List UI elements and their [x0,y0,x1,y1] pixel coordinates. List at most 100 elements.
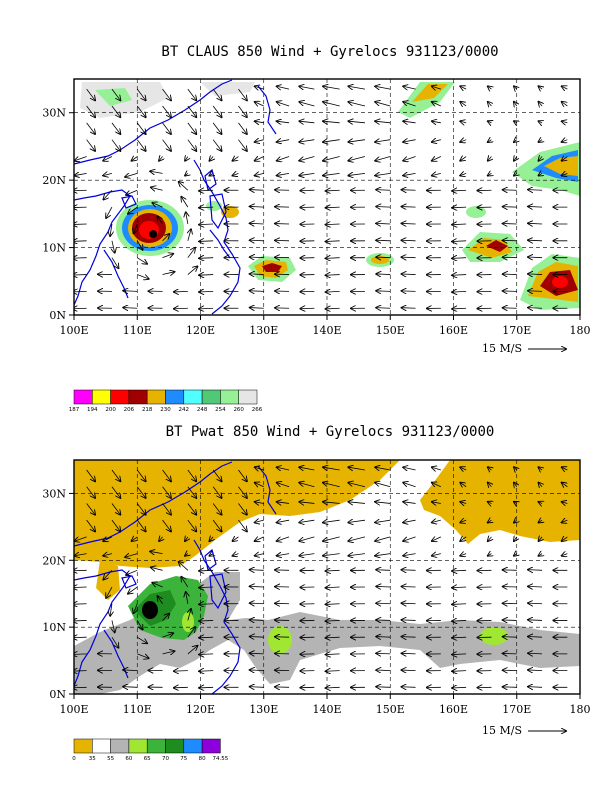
claus-wind-arrow [514,157,517,161]
pwat-wind-arrow [74,620,87,621]
pwat-wind-arrow [277,554,290,556]
claus-wind-arrow [188,229,191,241]
pwat-wind-arrow [74,604,87,605]
pwat-wind-vectors [74,467,568,688]
pwat-wind-arrow [238,486,246,498]
claus-wind-arrow [186,212,188,225]
pwat-wind-arrow [514,483,517,487]
pwat-wind-arrow [255,467,264,470]
pwat-wind-arrow [277,467,290,470]
claus-wind-arrow [162,105,171,117]
claus-wind-arrow [162,122,171,134]
pwat-wind-arrow [75,536,87,541]
claus-wind-arrow [136,139,145,151]
pwat-wind-arrow [162,503,171,514]
pwat-wind-arrow [452,637,467,638]
claus-wind-arrow [488,157,492,161]
claus-wind-arrow [238,122,246,134]
claus-wind-arrow [74,224,87,225]
pwat-wind-arrow [488,502,492,504]
pwat-wind-arrow [86,503,95,514]
claus-wind-arrow [326,190,340,191]
claus-wind-arrow [299,86,315,89]
pwat-wind-arrow [402,570,416,571]
pwat-wind-arrow [111,503,120,514]
pwat-wind-arrow [460,467,467,470]
claus-wind-arrow [402,240,416,241]
claus-wind-arrow [74,190,87,191]
claus-wind-arrow [162,272,175,275]
pwat-wind-arrow [74,671,87,672]
pwat-wind-arrow [86,486,95,498]
claus-wind-arrow [562,102,568,106]
claus-wind-arrow [528,223,543,224]
claus-wind-arrow [452,291,467,292]
pwat-wind-arrow [299,536,315,541]
claus-wind-arrow [539,86,543,89]
claus-wind-arrow [111,257,118,269]
claus-wind-arrow [539,157,543,161]
pwat-wind-arrow [137,636,147,643]
claus-wind-arrow [74,207,87,208]
claus-wind-arrow [488,121,492,123]
pwat-wind-arrow [125,554,138,558]
pwat-wind-arrow [162,651,175,654]
pwat-wind-arrow [299,502,315,504]
claus-wind-arrow [255,121,264,123]
claus-x-tick-label: 160E [439,324,468,337]
pwat-wind-arrow [376,653,391,654]
claus-wind-arrow [323,140,340,142]
claus-wind-arrow [199,241,214,242]
claus-wind-arrow [112,240,115,253]
claus-wind-arrow [255,102,264,106]
pwat-colorbar: 0 35 55 60 65 70 75 80 74.55 [72,738,229,762]
claus-wind-arrow [376,223,391,224]
claus-wind-arrow [402,274,416,275]
claus-wind-arrow [432,121,441,123]
claus-wind-arrow [299,102,315,107]
claus-wind-arrow [375,102,391,107]
claus-gyre-center [149,230,158,239]
pwat-wind-arrow [209,537,213,541]
pwat-wind-arrow [212,503,221,514]
claus-wind-arrow [250,291,264,292]
claus-wind-arrow [250,257,264,258]
pwat-x-tick-label: 150E [376,703,405,716]
claus-gyre-marker [149,230,158,239]
pwat-wind-arrow [323,502,340,504]
pwat-wind-arrow [255,520,264,522]
claus-wind-arrow [111,139,120,151]
claus-wind-arrow [326,241,340,242]
pwat-y-tick-label: 30N [42,487,66,500]
claus-wind-arrow [158,216,163,225]
pwat-wind-arrow [103,570,113,579]
pwat-wind-arrow [326,654,340,655]
pwat-wind-arrow [199,654,214,655]
pwat-wind-arrow [74,654,87,655]
claus-wind-arrow [528,308,543,309]
claus-wind-arrow [199,275,214,276]
pwat-wind-arrow [187,519,196,531]
pwat-wind-arrow [106,586,113,598]
pwat-wind-arrow [299,467,315,470]
pwat-wind-arrow [185,554,188,556]
pwat-wind-arrow [277,520,290,522]
claus-wind-arrow [277,173,290,175]
pwat-x-tick-label: 120E [186,703,215,716]
claus-wind-arrow [250,308,264,309]
claus-wind-arrow [452,241,467,242]
pwat-wind-arrow [403,467,416,470]
pwat-wind-arrow [250,636,264,637]
claus-wind-arrow [212,139,221,151]
pwat-wind-arrow [128,586,138,594]
claus-wind-arrow [452,275,467,276]
pwat-colorbar-swatch [110,738,130,754]
claus-wind-arrow [181,197,189,208]
claus-wind-arrow [432,173,441,175]
pwat-wind-arrow [514,467,517,470]
pwat-wind-arrow [452,620,467,621]
claus-wind-arrow [75,156,87,161]
claus-wind-arrow [326,275,340,276]
pwat-typhoon-eye [142,601,158,619]
